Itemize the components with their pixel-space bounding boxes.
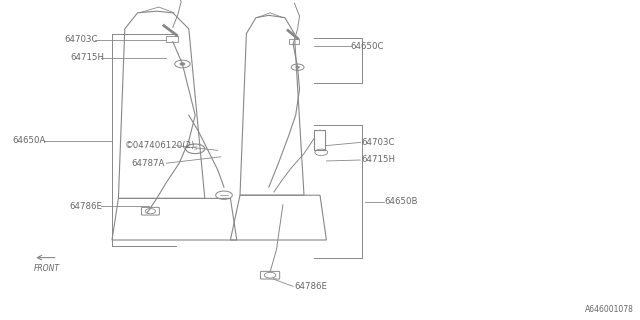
Text: 64787A: 64787A — [131, 159, 164, 168]
Text: A646001078: A646001078 — [585, 305, 634, 314]
Text: 64703C: 64703C — [64, 36, 97, 44]
Text: S: S — [193, 146, 197, 151]
Text: 64650A: 64650A — [13, 136, 46, 145]
Text: 64786E: 64786E — [69, 202, 102, 211]
Bar — [314, 130, 325, 150]
Text: 64715H: 64715H — [362, 156, 396, 164]
Text: ©047406120(2): ©047406120(2) — [125, 141, 195, 150]
Text: 64703C: 64703C — [362, 138, 395, 147]
Circle shape — [296, 66, 300, 68]
Text: 64715H: 64715H — [70, 53, 104, 62]
Text: 64650B: 64650B — [384, 197, 417, 206]
Circle shape — [180, 63, 185, 65]
Text: 64786E: 64786E — [294, 282, 328, 291]
Bar — [166, 36, 178, 42]
Text: FRONT: FRONT — [34, 264, 60, 273]
Bar — [289, 39, 299, 44]
Text: 64650C: 64650C — [351, 42, 384, 51]
